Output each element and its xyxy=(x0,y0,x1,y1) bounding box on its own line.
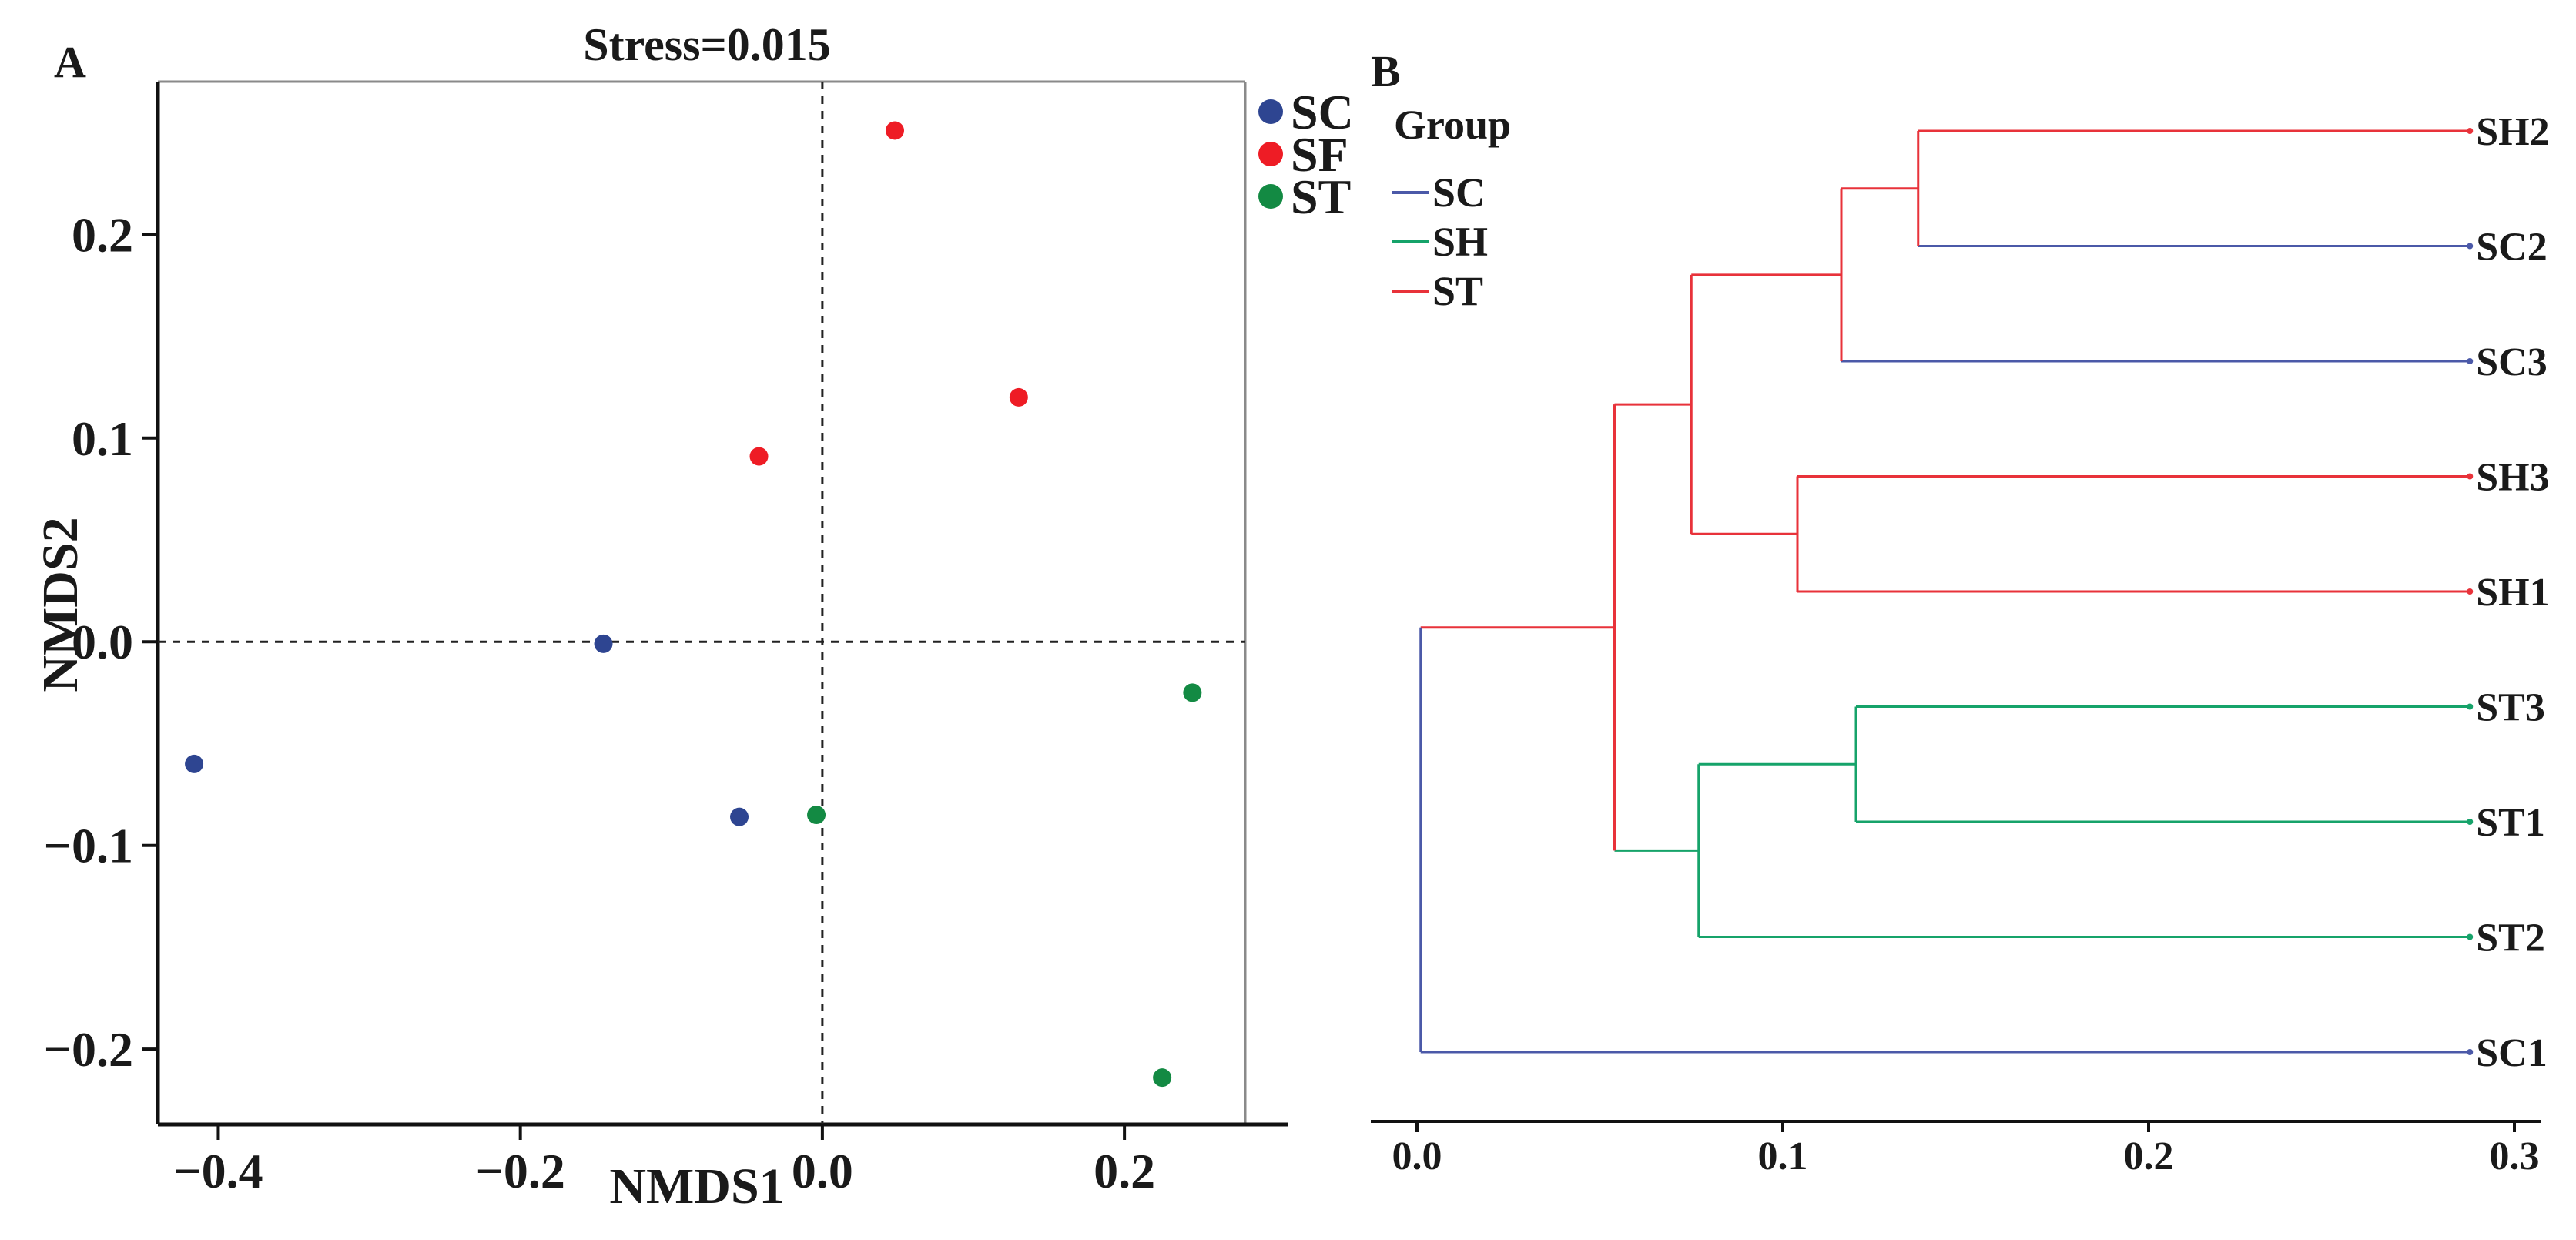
panel-a-label: A xyxy=(54,37,86,87)
point-sc xyxy=(185,754,204,773)
x-tick-label: −0.2 xyxy=(475,1144,564,1198)
leaf-label-st2: ST2 xyxy=(2476,917,2545,960)
legend-label-sc: SC xyxy=(1291,85,1354,139)
x-tick-label: 0.3 xyxy=(2490,1134,2540,1178)
y-axis-title: NMDS2 xyxy=(32,517,89,692)
leaf-tip xyxy=(2467,128,2474,134)
point-st xyxy=(1153,1068,1172,1088)
point-sc xyxy=(730,807,749,826)
leaf-label-sc3: SC3 xyxy=(2476,340,2547,384)
y-axis-ticks: −0.2 −0.1 0.0 0.1 0.2 xyxy=(44,207,158,1077)
point-st xyxy=(1183,683,1202,702)
leaf-label-st1: ST1 xyxy=(2476,801,2545,845)
panel-b-label: B xyxy=(1371,46,1401,96)
point-st xyxy=(807,806,826,825)
x-tick-label: 0.1 xyxy=(1758,1134,1808,1178)
plot-frame xyxy=(156,80,1288,1127)
x-tick-label: 0.0 xyxy=(1392,1134,1442,1178)
x-axis-ticks: −0.4 −0.2 0.0 0.2 xyxy=(173,1124,1155,1198)
leaf-tip xyxy=(2467,588,2474,595)
leaf-label-sc1: SC1 xyxy=(2476,1031,2547,1075)
scatter-points xyxy=(185,121,1202,1088)
leaf-tip xyxy=(2467,819,2474,825)
legend-label-st: ST xyxy=(1291,169,1351,224)
y-tick-label: 0.0 xyxy=(72,615,133,669)
point-sc xyxy=(594,634,613,653)
x-tick-label: −0.4 xyxy=(173,1144,263,1198)
y-tick-label: −0.1 xyxy=(44,819,133,873)
x-tick-label: 0.2 xyxy=(1094,1144,1155,1198)
leaf-tip xyxy=(2467,473,2474,480)
dendrogram-branches xyxy=(1419,129,2467,1054)
leaf-label-sh2: SH2 xyxy=(2476,110,2549,154)
reference-lines xyxy=(158,82,1245,1124)
chart-title: Stress=0.015 xyxy=(583,19,830,70)
legend-marker-st xyxy=(1258,184,1283,209)
y-tick-label: 0.1 xyxy=(72,411,133,466)
panel-a-nmds: A Stress=0.015 −0.4 −0.2 0.0 0.2 −0.2 −0.1 0.… xyxy=(32,19,1354,1215)
point-sf xyxy=(749,447,769,466)
y-tick-label: 0.2 xyxy=(72,207,133,262)
leaf-tip xyxy=(2467,358,2474,364)
y-tick-label: −0.2 xyxy=(44,1022,133,1077)
leaf-tip xyxy=(2467,243,2474,250)
point-sf xyxy=(886,121,905,140)
legend-label-sc: SC xyxy=(1432,169,1486,216)
leaf-label-sc2: SC2 xyxy=(2476,226,2547,270)
x-axis-title: NMDS1 xyxy=(609,1158,784,1215)
legend-marker-sc xyxy=(1258,99,1283,124)
legend-title: Group xyxy=(1394,102,1511,148)
legend-label-sf: SF xyxy=(1291,127,1348,182)
leaf-label-sh3: SH3 xyxy=(2476,456,2549,500)
legend-marker-sf xyxy=(1258,142,1283,166)
leaf-label-st3: ST3 xyxy=(2476,686,2545,730)
point-sf xyxy=(1009,387,1028,407)
x-tick-label: 0.2 xyxy=(2124,1134,2174,1178)
leaf-tip xyxy=(2467,1049,2474,1055)
leaf-tip xyxy=(2467,933,2474,940)
x-tick-label: 0.0 xyxy=(792,1144,853,1198)
leaf-tip xyxy=(2467,703,2474,710)
legend-label-st: ST xyxy=(1432,268,1483,314)
x-axis: 0.0 0.1 0.2 0.3 xyxy=(1371,1120,2541,1178)
leaf-labels: SH2 SC2 SC3 SH3 SH1 ST3 ST1 ST2 SC1 xyxy=(2467,110,2550,1075)
leaf-label-sh1: SH1 xyxy=(2476,571,2549,615)
legend-label-sh: SH xyxy=(1432,219,1488,265)
